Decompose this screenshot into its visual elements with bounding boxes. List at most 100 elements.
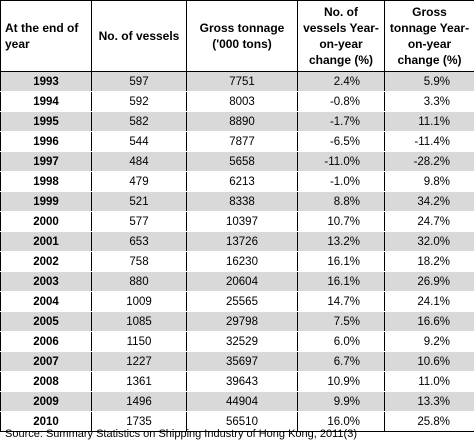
cell-vessels-change: 16.0%: [297, 411, 385, 432]
cell-tonnage-change: 34.2%: [384, 191, 474, 212]
cell-tonnage-change: 13.3%: [384, 391, 474, 412]
cell-vessels-change: -6.5%: [297, 131, 385, 152]
cell-vessels: 880: [91, 271, 187, 292]
cell-year: 2004: [0, 291, 92, 312]
cell-vessels: 758: [91, 251, 187, 272]
cell-tonnage-change: 5.9%: [384, 71, 474, 92]
cell-vessels: 544: [91, 131, 187, 152]
cell-vessels: 1150: [91, 331, 187, 352]
cell-tonnage: 44904: [186, 391, 298, 412]
cell-vessels-change: -11.0%: [297, 151, 385, 172]
cell-vessels-change: 6.0%: [297, 331, 385, 352]
cell-vessels-change: 7.5%: [297, 311, 385, 332]
cell-vessels: 1361: [91, 371, 187, 392]
cell-vessels-change: -1.0%: [297, 171, 385, 192]
cell-tonnage-change: -11.4%: [384, 131, 474, 152]
cell-tonnage: 8003: [186, 91, 298, 112]
cell-vessels-change: 13.2%: [297, 231, 385, 252]
cell-tonnage: 8338: [186, 191, 298, 212]
cell-tonnage: 7751: [186, 71, 298, 92]
cell-tonnage-change: 16.6%: [384, 311, 474, 332]
cell-vessels: 484: [91, 151, 187, 172]
cell-tonnage-change: 18.2%: [384, 251, 474, 272]
cell-year: 1995: [0, 111, 92, 132]
table-row: 2010 1735 56510 16.0% 25.8%: [0, 411, 474, 432]
cell-vessels: 1009: [91, 291, 187, 312]
cell-year: 1993: [0, 71, 92, 92]
cell-tonnage: 29798: [186, 311, 298, 332]
cell-tonnage: 20604: [186, 271, 298, 292]
cell-vessels-change: 6.7%: [297, 351, 385, 372]
cell-year: 2006: [0, 331, 92, 352]
cell-year: 2007: [0, 351, 92, 372]
cell-tonnage: 35697: [186, 351, 298, 372]
cell-year: 1994: [0, 91, 92, 112]
table-row: 2008 1361 39643 10.9% 11.0%: [0, 371, 474, 392]
cell-tonnage-change: 9.2%: [384, 331, 474, 352]
cell-vessels-change: 2.4%: [297, 71, 385, 92]
cell-tonnage: 8890: [186, 111, 298, 132]
table-row: 1998 479 6213 -1.0% 9.8%: [0, 171, 474, 192]
table-row: 2004 1009 25565 14.7% 24.1%: [0, 291, 474, 312]
cell-vessels: 582: [91, 111, 187, 132]
table-row: 2003 880 20604 16.1% 26.9%: [0, 271, 474, 292]
cell-vessels-change: 10.7%: [297, 211, 385, 232]
cell-tonnage-change: 11.1%: [384, 111, 474, 132]
table-header: At the end of year No. of vessels Gross …: [0, 0, 474, 72]
cell-year: 1996: [0, 131, 92, 152]
header-tonnage-change: Gross tonnage Year-on-year change (%): [384, 0, 474, 72]
table-row: 2002 758 16230 16.1% 18.2%: [0, 251, 474, 272]
cell-vessels-change: 16.1%: [297, 271, 385, 292]
cell-tonnage-change: 32.0%: [384, 231, 474, 252]
cell-vessels: 521: [91, 191, 187, 212]
cell-year: 1999: [0, 191, 92, 212]
table-row: 1997 484 5658 -11.0% -28.2%: [0, 151, 474, 172]
cell-year: 2002: [0, 251, 92, 272]
cell-vessels-change: 8.8%: [297, 191, 385, 212]
cell-vessels: 592: [91, 91, 187, 112]
cell-vessels: 653: [91, 231, 187, 252]
cell-tonnage: 56510: [186, 411, 298, 432]
cell-tonnage-change: 24.1%: [384, 291, 474, 312]
cell-year: 2008: [0, 371, 92, 392]
table-row: 1995 582 8890 -1.7% 11.1%: [0, 111, 474, 132]
table-row: 2000 577 10397 10.7% 24.7%: [0, 211, 474, 232]
cell-year: 1998: [0, 171, 92, 192]
cell-year: 2010: [0, 411, 92, 432]
cell-tonnage: 6213: [186, 171, 298, 192]
data-table-container: At the end of year No. of vessels Gross …: [0, 0, 474, 432]
cell-year: 2005: [0, 311, 92, 332]
cell-vessels-change: 10.9%: [297, 371, 385, 392]
table-body: 1993 597 7751 2.4% 5.9% 1994 592 8003 -0.8% 3.3% 1…: [0, 71, 474, 432]
table-row: 2009 1496 44904 9.9% 13.3%: [0, 391, 474, 412]
header-tonnage: Gross tonnage ('000 tons): [186, 0, 298, 72]
cell-tonnage-change: 11.0%: [384, 371, 474, 392]
cell-tonnage-change: 9.8%: [384, 171, 474, 192]
cell-tonnage: 13726: [186, 231, 298, 252]
cell-tonnage: 25565: [186, 291, 298, 312]
cell-vessels-change: 9.9%: [297, 391, 385, 412]
cell-tonnage: 16230: [186, 251, 298, 272]
cell-tonnage-change: 24.7%: [384, 211, 474, 232]
cell-vessels-change: 16.1%: [297, 251, 385, 272]
cell-vessels: 577: [91, 211, 187, 232]
header-vessels-change: No. of vessels Year-on-year change (%): [297, 0, 385, 72]
table-row: 2007 1227 35697 6.7% 10.6%: [0, 351, 474, 372]
cell-vessels-change: -0.8%: [297, 91, 385, 112]
cell-year: 2001: [0, 231, 92, 252]
source-note: Source: Summary Statistics on Shipping I…: [5, 428, 357, 440]
header-year: At the end of year: [0, 0, 92, 72]
cell-year: 2003: [0, 271, 92, 292]
cell-vessels-change: 14.7%: [297, 291, 385, 312]
table-row: 1994 592 8003 -0.8% 3.3%: [0, 91, 474, 112]
table-row: 2005 1085 29798 7.5% 16.6%: [0, 311, 474, 332]
cell-vessels: 597: [91, 71, 187, 92]
cell-vessels: 1496: [91, 391, 187, 412]
shipping-statistics-table: At the end of year No. of vessels Gross …: [0, 0, 474, 432]
header-vessels: No. of vessels: [91, 0, 187, 72]
table-row: 1993 597 7751 2.4% 5.9%: [0, 71, 474, 92]
cell-tonnage-change: 3.3%: [384, 91, 474, 112]
table-row: 2006 1150 32529 6.0% 9.2%: [0, 331, 474, 352]
cell-tonnage: 32529: [186, 331, 298, 352]
cell-tonnage: 5658: [186, 151, 298, 172]
